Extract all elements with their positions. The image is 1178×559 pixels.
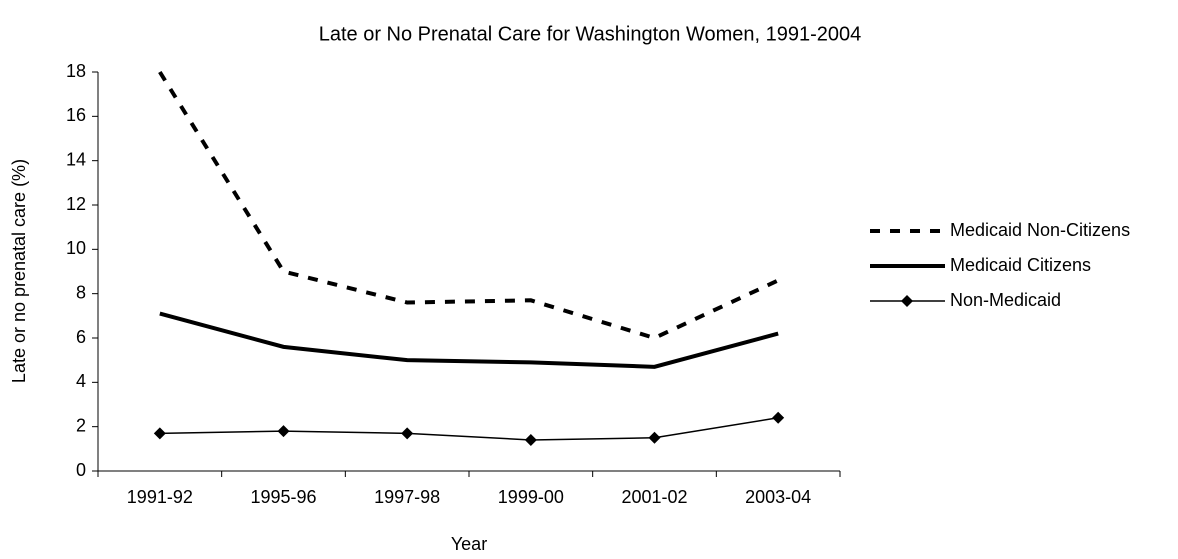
x-tick-label: 2003-04 xyxy=(745,487,811,507)
y-axis-label: Late or no prenatal care (%) xyxy=(9,159,29,383)
legend-label: Medicaid Non-Citizens xyxy=(950,220,1130,240)
legend-marker xyxy=(901,295,913,307)
y-tick-label: 16 xyxy=(66,105,86,125)
chart-title: Late or No Prenatal Care for Washington … xyxy=(319,23,862,45)
line-series xyxy=(159,311,779,369)
line-series xyxy=(159,417,779,441)
x-axis-label: Year xyxy=(451,534,487,554)
x-tick-label: 2001-02 xyxy=(621,487,687,507)
x-tick-label: 1995-96 xyxy=(250,487,316,507)
y-tick-label: 2 xyxy=(76,415,86,435)
y-tick-label: 0 xyxy=(76,460,86,480)
marker xyxy=(153,427,166,440)
y-tick-label: 12 xyxy=(66,194,86,214)
x-tick-label: 1997-98 xyxy=(374,487,440,507)
legend-label: Non-Medicaid xyxy=(950,290,1061,310)
marker xyxy=(648,431,661,444)
y-tick-label: 4 xyxy=(76,371,86,391)
y-tick-label: 10 xyxy=(66,238,86,258)
marker xyxy=(277,425,290,438)
y-tick-label: 8 xyxy=(76,282,86,302)
legend-label: Medicaid Citizens xyxy=(950,255,1091,275)
marker xyxy=(401,427,414,440)
x-tick-label: 1999-00 xyxy=(498,487,564,507)
y-tick-label: 14 xyxy=(66,149,86,169)
line-series xyxy=(158,70,780,341)
x-tick-label: 1991-92 xyxy=(127,487,193,507)
y-tick-label: 18 xyxy=(66,61,86,81)
marker xyxy=(524,433,537,446)
marker xyxy=(772,411,785,424)
y-tick-label: 6 xyxy=(76,327,86,347)
